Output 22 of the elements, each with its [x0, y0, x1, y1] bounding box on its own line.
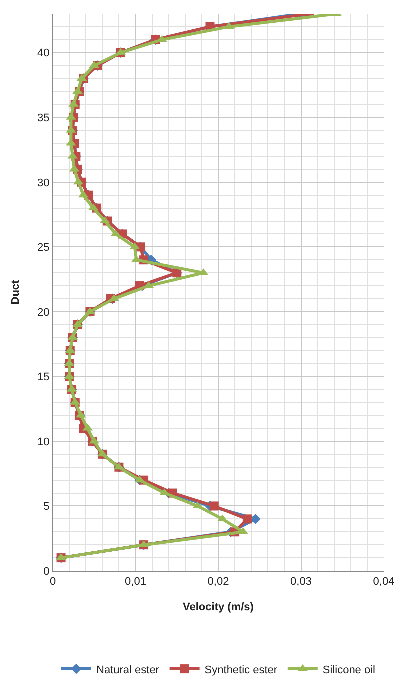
y-tick-label: 15 — [38, 372, 50, 384]
y-tick-label: 10 — [38, 436, 50, 448]
y-tick-label: 40 — [38, 48, 50, 60]
x-tick-label: 0,04 — [373, 576, 395, 588]
y-tick-label: 5 — [44, 501, 50, 514]
point — [109, 294, 120, 302]
point — [224, 22, 234, 30]
y-tick-label: 25 — [38, 242, 50, 254]
y-tick-label: 0 — [44, 566, 50, 578]
y-tick-label: 35 — [38, 112, 50, 124]
point — [242, 514, 252, 524]
y-tick-label: 30 — [38, 177, 50, 190]
legend-label: Synthetic ester — [204, 664, 278, 676]
y-tick-label: 20 — [38, 306, 50, 319]
legend-label: Silicone oil — [322, 664, 376, 676]
x-axis-title: Velocity (m/s) — [183, 601, 254, 614]
x-tick-label: 0,03 — [290, 576, 312, 588]
x-tick-label: 0,01 — [125, 576, 146, 588]
y-axis-title: Duct — [10, 280, 22, 305]
legend-label: Natural ester — [96, 664, 160, 676]
x-tick-label: 0,02 — [208, 576, 230, 588]
point — [210, 502, 219, 511]
